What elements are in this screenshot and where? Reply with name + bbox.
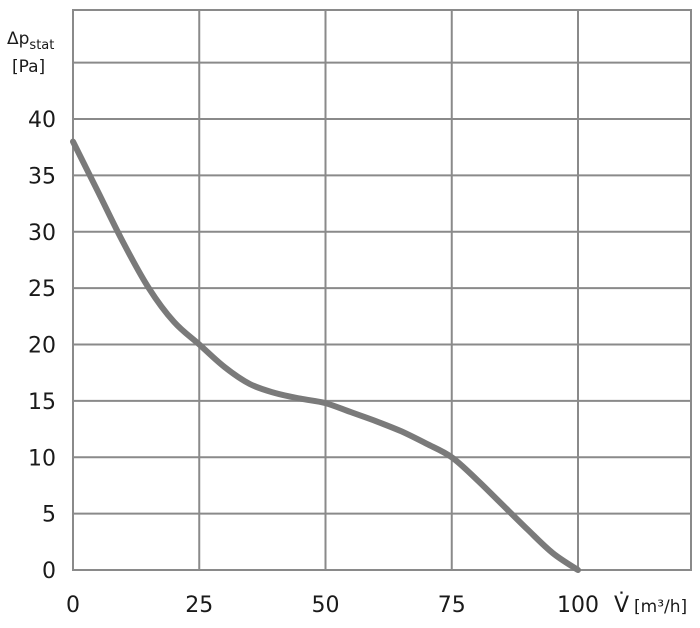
y-tick-labels: 0 5 10 15 20 25 30 35 40 <box>28 108 56 584</box>
x-tick-label: 50 <box>312 593 340 618</box>
x-tick-labels: 0 25 50 75 100 <box>66 593 599 618</box>
series-line <box>70 138 581 573</box>
y-tick-label: 40 <box>28 108 56 133</box>
grid <box>72 10 691 571</box>
plot-frame <box>72 9 692 571</box>
y-tick-label: 10 <box>28 446 56 471</box>
y-axis-label: Δpstat <box>7 29 54 53</box>
y-axis-unit: [Pa] <box>12 57 45 77</box>
y-tick-label: 35 <box>28 164 56 189</box>
x-tick-label: 100 <box>557 593 599 618</box>
y-tick-label: 0 <box>42 559 56 584</box>
y-tick-label: 15 <box>28 390 56 415</box>
x-axis-unit: [m³/h] <box>634 597 687 617</box>
y-tick-label: 20 <box>28 334 56 359</box>
y-tick-label: 5 <box>42 503 56 528</box>
y-axis-symbol: Δp <box>7 29 29 49</box>
y-tick-label: 30 <box>28 221 56 246</box>
x-tick-label: 75 <box>438 593 466 618</box>
y-tick-label: 25 <box>28 277 56 302</box>
x-axis-symbol: V̇ <box>614 592 629 618</box>
x-tick-label: 25 <box>185 593 213 618</box>
x-tick-label: 0 <box>66 593 80 618</box>
y-axis-subscript: stat <box>29 38 54 53</box>
